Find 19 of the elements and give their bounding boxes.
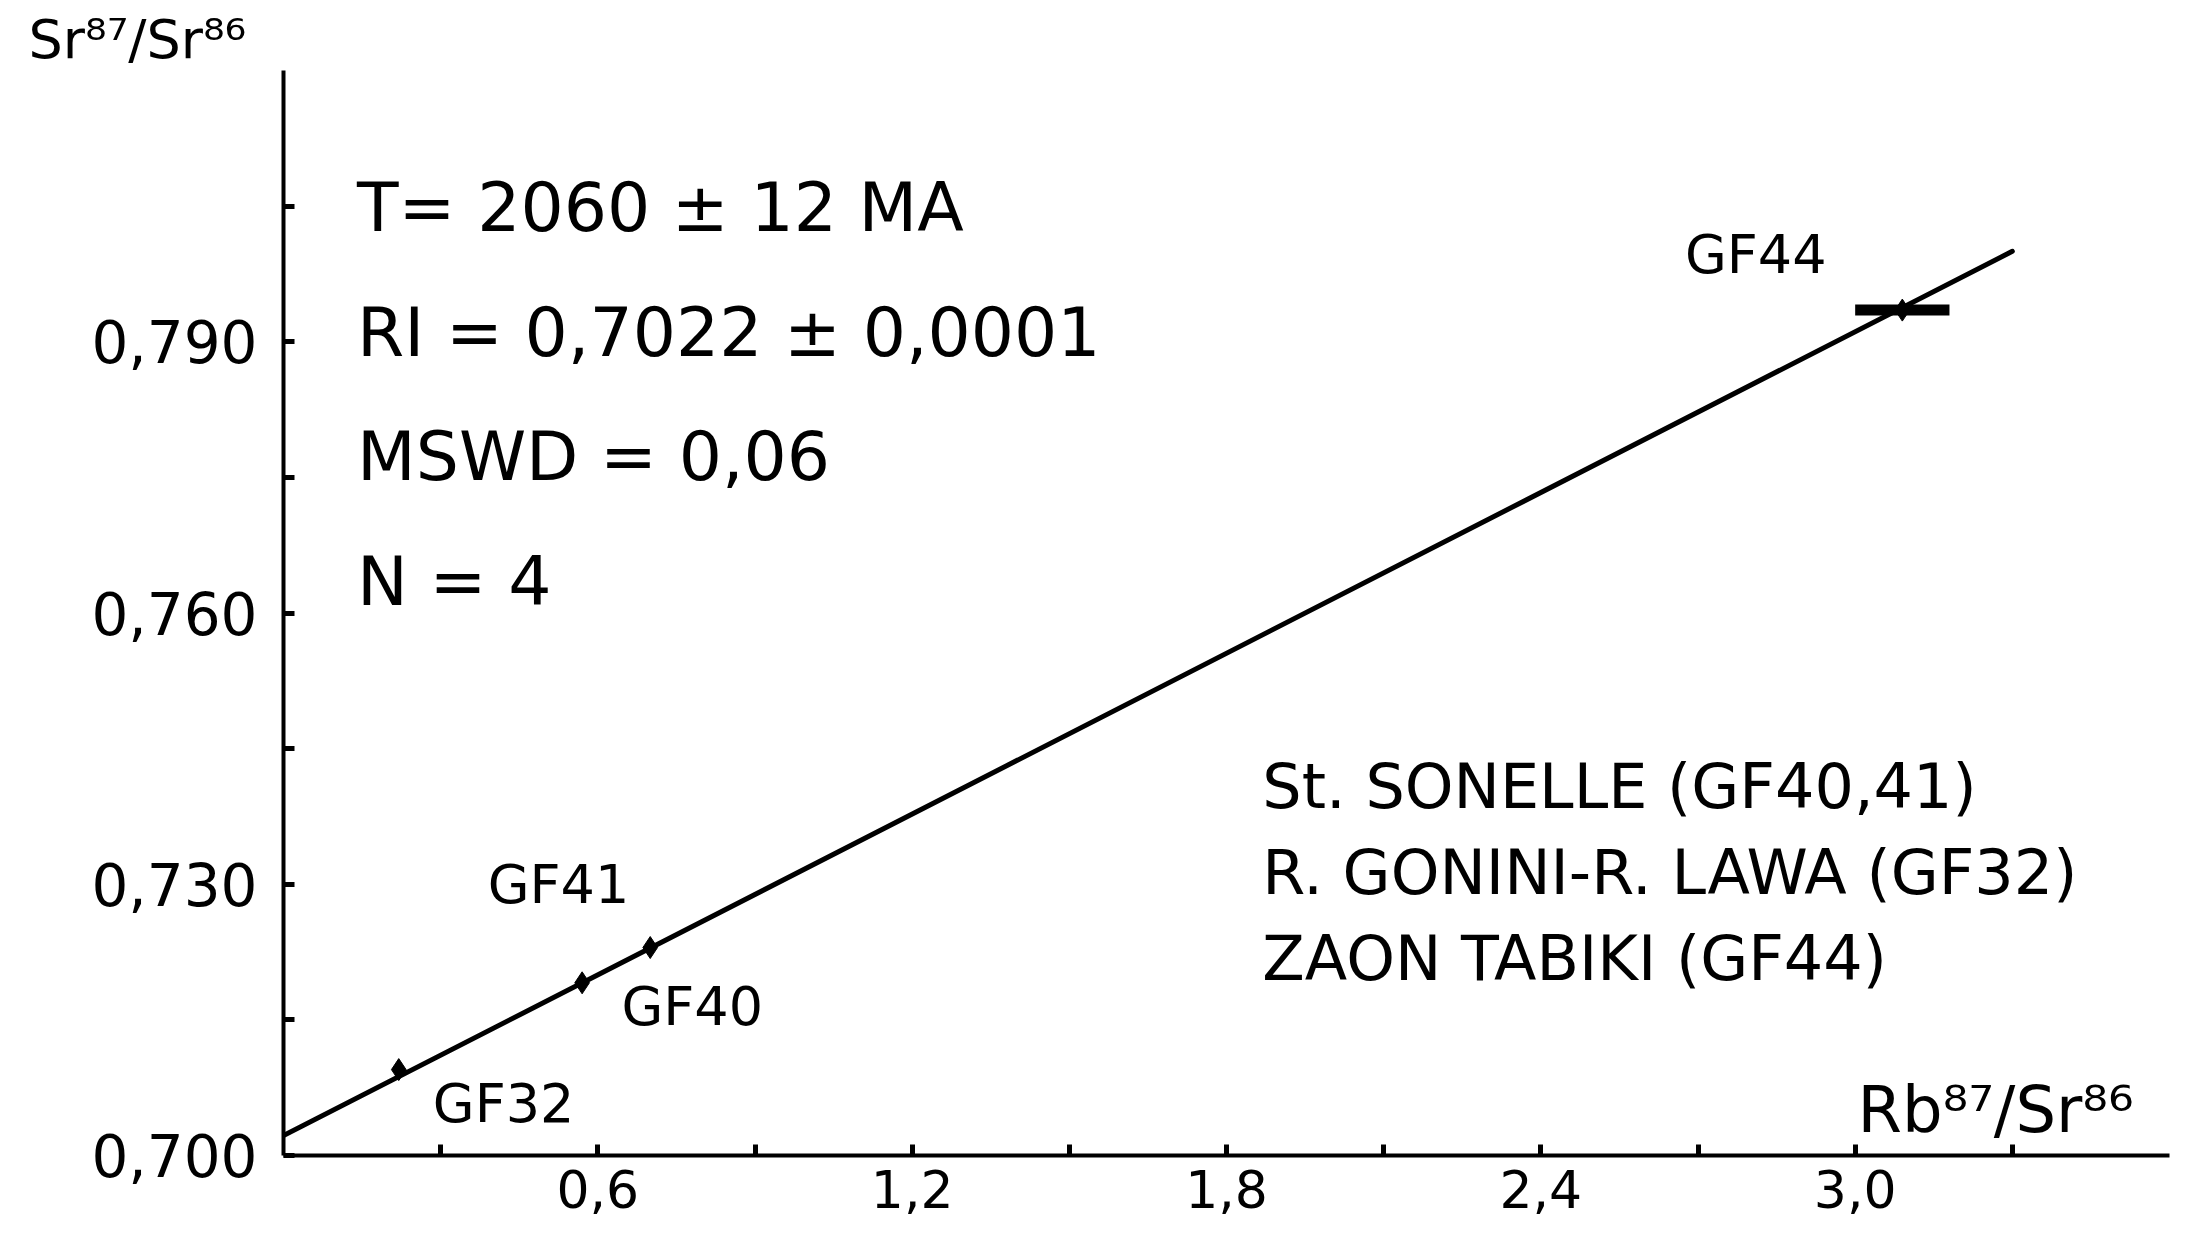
- x-axis-title: Rb⁸⁷/Sr⁸⁶: [1857, 1072, 2134, 1147]
- y-tick-label: 0,760: [91, 580, 258, 649]
- y-tick-label: 0,700: [91, 1123, 258, 1191]
- annotation: St. SONELLE (GF40,41) R. GONINI-R. LAWA (GF32) ZAON TABIKI (GF44): [1262, 750, 2078, 995]
- x-tick-label: 0,6: [556, 1159, 640, 1220]
- annotation: T= 2060 ± 12 MA RI = 0,7022 ± 0,0001 MSWD = 0,06 N = 4: [356, 168, 1101, 621]
- point: [390, 1058, 407, 1082]
- annotation: GF44: [1684, 223, 1827, 287]
- y-tick-label: 0,730: [91, 851, 258, 920]
- annotation: GF41: [487, 852, 630, 916]
- x-tick-label: 1,2: [870, 1159, 954, 1220]
- annotation: GF40: [621, 974, 764, 1038]
- y-tick-label: 0,790: [91, 309, 258, 378]
- point: [642, 936, 659, 960]
- x-tick-label: 3,0: [1813, 1159, 1897, 1220]
- annotation: GF32: [432, 1071, 575, 1135]
- x-tick-label: 2,4: [1499, 1159, 1583, 1220]
- x-tick-label: 1,8: [1185, 1159, 1268, 1220]
- y-axis-title: Sr⁸⁷/Sr⁸⁶: [28, 7, 247, 71]
